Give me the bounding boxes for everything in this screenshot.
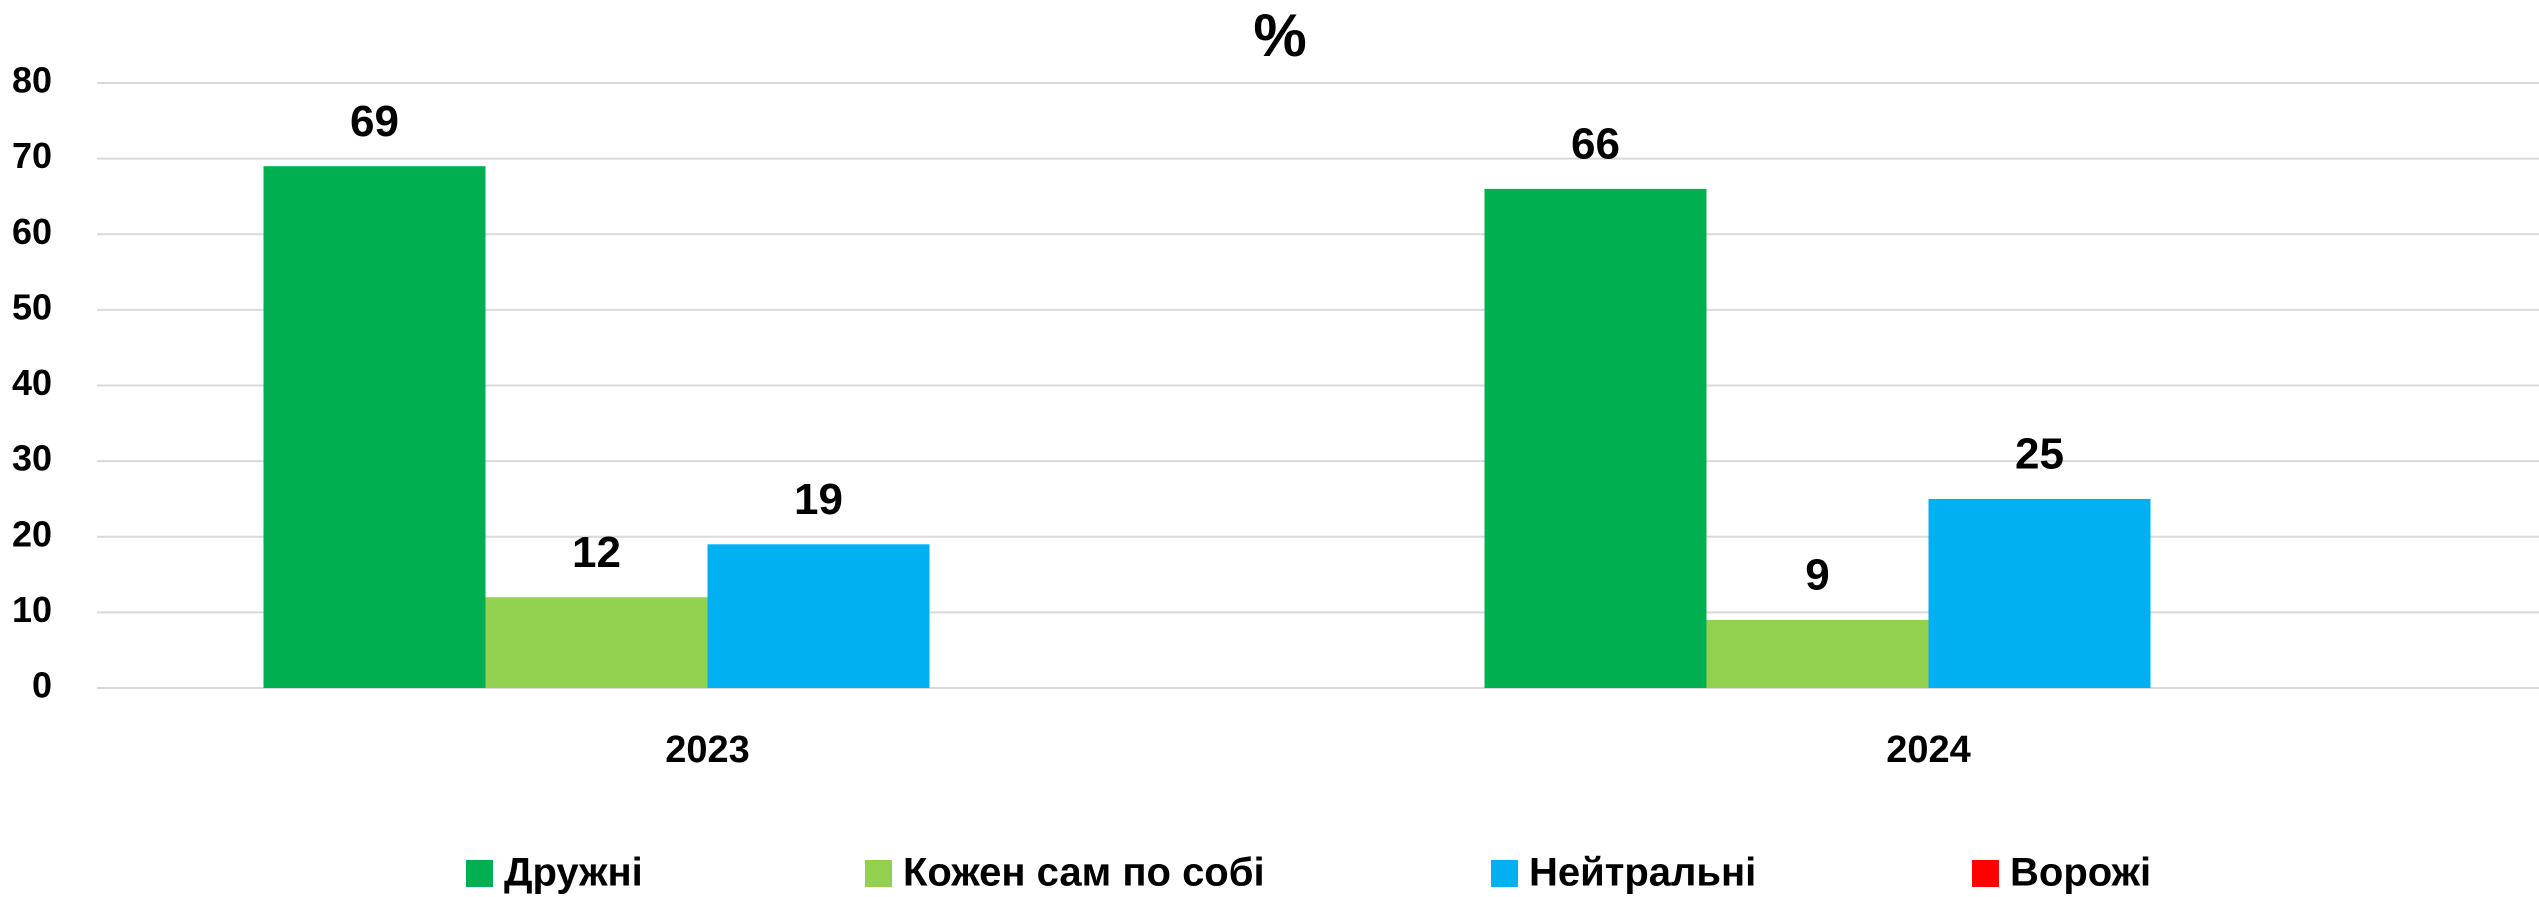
legend-swatch [1972, 860, 1999, 887]
x-tick-label: 2023 [665, 729, 750, 771]
legend-label: Нейтральні [1529, 851, 1756, 895]
bar [1706, 619, 1929, 688]
y-tick-label: 70 [12, 135, 52, 176]
data-label: 9 [1805, 551, 1829, 600]
legend-label: Дружні [504, 851, 643, 895]
x-tick-label: 2024 [1886, 729, 1971, 771]
legend-swatch [865, 860, 892, 887]
chart-title: % [1253, 2, 1306, 69]
bar [707, 544, 930, 688]
legend-label: Кожен сам по собі [903, 851, 1265, 895]
y-tick-label: 30 [12, 438, 52, 479]
bar [263, 166, 486, 688]
y-tick-label: 50 [12, 286, 52, 327]
bar [1484, 188, 1707, 688]
y-tick-label: 20 [12, 513, 52, 554]
data-label: 69 [350, 97, 399, 146]
bar [485, 597, 708, 688]
y-tick-label: 10 [12, 589, 52, 630]
legend-swatch [466, 860, 493, 887]
data-label: 12 [572, 528, 621, 577]
legend-swatch [1491, 860, 1518, 887]
legend-label: Ворожі [2010, 851, 2151, 895]
y-tick-label: 0 [32, 665, 52, 706]
data-label: 25 [2015, 430, 2064, 479]
bar [1928, 498, 2151, 688]
data-label: 19 [794, 475, 843, 524]
y-tick-label: 80 [12, 60, 52, 101]
y-tick-label: 40 [12, 362, 52, 403]
data-label: 66 [1571, 120, 1620, 169]
y-tick-label: 60 [12, 211, 52, 252]
